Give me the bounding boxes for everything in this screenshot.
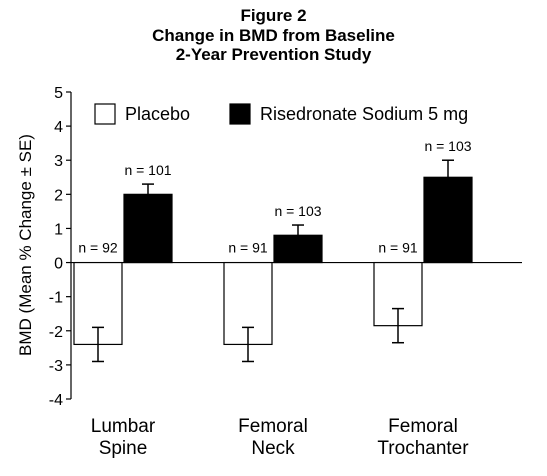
title-line-2: Change in BMD from Baseline — [152, 25, 395, 45]
category-label: Spine — [99, 438, 148, 459]
category-label: Neck — [251, 438, 295, 459]
legend-label-placebo: Placebo — [125, 104, 190, 124]
n-label: n = 101 — [124, 162, 171, 178]
n-label: n = 91 — [378, 240, 418, 256]
y-tick-label: 1 — [54, 221, 63, 238]
y-tick-label: 2 — [54, 187, 63, 204]
n-label: n = 103 — [424, 138, 471, 154]
risedronate-bar — [123, 193, 173, 264]
category-label: Femoral — [238, 416, 308, 437]
y-tick-label: -1 — [49, 290, 63, 307]
y-tick-label: 0 — [54, 256, 63, 273]
category-label: Lumbar — [91, 416, 156, 437]
y-tick-label: -3 — [49, 358, 63, 375]
y-axis-label: BMD (Mean % Change ± SE) — [16, 134, 35, 356]
legend-swatch-risedronate — [229, 103, 251, 125]
y-tick-label: -4 — [49, 392, 63, 409]
title-line-1: Figure 2 — [240, 6, 307, 25]
y-tick-label: 3 — [54, 153, 63, 170]
n-label: n = 103 — [274, 203, 321, 219]
legend-swatch-placebo — [94, 103, 116, 125]
n-label: n = 92 — [78, 240, 118, 256]
title-line-3: 2-Year Prevention Study — [175, 45, 372, 64]
y-tick-label: 5 — [54, 85, 63, 102]
category-label: Trochanter — [377, 438, 469, 459]
y-tick-label: -2 — [49, 324, 63, 341]
n-label: n = 91 — [228, 240, 268, 256]
y-tick-label: 4 — [54, 119, 63, 136]
chart-title: Figure 2 Change in BMD from Baseline 2-Y… — [0, 6, 547, 65]
legend-label-risedronate: Risedronate Sodium 5 mg — [260, 104, 468, 124]
category-label: Femoral — [388, 416, 458, 437]
